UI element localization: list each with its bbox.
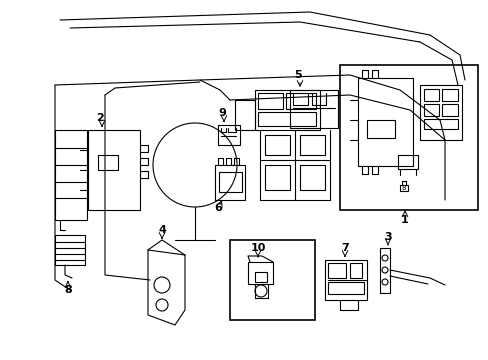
Bar — [219, 172, 242, 192]
Bar — [423, 89, 438, 101]
Text: 9: 9 — [218, 108, 225, 118]
Bar — [357, 78, 412, 166]
Bar — [325, 260, 366, 300]
Bar — [98, 155, 118, 170]
Text: 7: 7 — [341, 243, 348, 253]
Bar — [264, 135, 289, 155]
Text: 4: 4 — [158, 225, 165, 235]
Bar — [254, 272, 266, 282]
Bar — [254, 90, 319, 130]
Bar — [423, 104, 438, 116]
Bar — [215, 165, 244, 200]
Bar — [423, 119, 457, 129]
Bar — [289, 90, 337, 128]
Bar — [229, 240, 314, 320]
Text: 6: 6 — [214, 203, 222, 213]
Bar — [299, 165, 325, 190]
Text: 2: 2 — [96, 113, 103, 123]
Bar — [327, 282, 363, 294]
Bar — [258, 112, 315, 126]
Bar — [327, 263, 346, 278]
Bar — [366, 120, 394, 138]
Bar — [349, 263, 361, 278]
Text: 3: 3 — [384, 232, 391, 242]
Bar — [339, 65, 477, 210]
Bar — [299, 135, 325, 155]
Bar — [88, 130, 140, 210]
Bar — [419, 85, 461, 140]
Bar — [55, 235, 85, 265]
Text: 10: 10 — [250, 243, 265, 253]
Bar — [285, 93, 315, 109]
Bar — [55, 130, 87, 220]
Bar — [441, 89, 457, 101]
Bar — [247, 262, 272, 284]
Bar — [441, 104, 457, 116]
Bar — [379, 248, 389, 293]
Text: 5: 5 — [294, 70, 301, 80]
Bar — [258, 93, 283, 109]
Bar — [399, 185, 407, 191]
Bar — [397, 155, 417, 169]
Bar — [218, 125, 240, 145]
Text: 8: 8 — [64, 285, 72, 295]
Text: 8: 8 — [401, 185, 406, 191]
Bar — [235, 100, 254, 130]
Bar — [264, 165, 289, 190]
Text: 1: 1 — [400, 215, 408, 225]
